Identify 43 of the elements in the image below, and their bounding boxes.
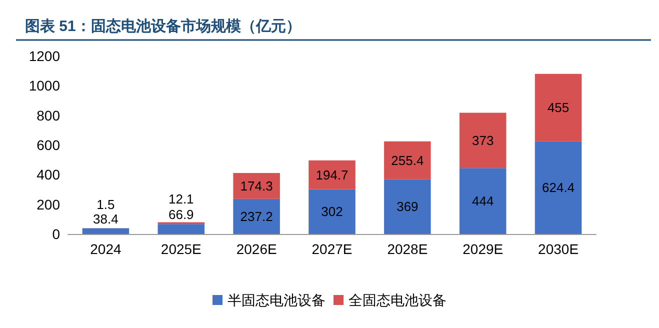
y-tick-label: 800 xyxy=(36,107,60,124)
data-label: 255.4 xyxy=(391,152,424,168)
y-tick-label: 0 xyxy=(52,226,60,242)
data-label: 455 xyxy=(547,100,570,116)
chart-title: 图表 51：固态电池设备市场规模（亿元） xyxy=(25,17,301,35)
data-label: 66.9 xyxy=(168,207,194,222)
bar xyxy=(384,179,431,234)
x-tick-label: 2024 xyxy=(90,241,122,257)
legend-label: 半固态电池设备 xyxy=(228,292,326,308)
bar xyxy=(534,141,582,234)
bar xyxy=(384,141,431,180)
data-label: 12.1 xyxy=(168,191,194,206)
data-label: 302 xyxy=(321,204,343,220)
data-label: 444 xyxy=(472,194,494,209)
data-label: 369 xyxy=(396,199,418,214)
data-label: 237.2 xyxy=(240,208,273,224)
x-tick-label: 2029E xyxy=(462,241,504,257)
data-label: 1.5 xyxy=(96,197,115,212)
data-label: 194.7 xyxy=(316,167,348,182)
data-label: 174.3 xyxy=(240,178,273,194)
y-tick-label: 1200 xyxy=(28,48,60,64)
data-label: 624.4 xyxy=(542,180,575,196)
y-tick-label: 600 xyxy=(36,137,60,153)
bar xyxy=(534,74,582,142)
x-tick-label: 2030E xyxy=(538,241,579,257)
bar xyxy=(308,189,356,234)
bar xyxy=(308,160,356,190)
bar xyxy=(233,172,280,199)
bar xyxy=(233,198,280,234)
bar xyxy=(158,224,205,234)
x-tick-label: 2025E xyxy=(160,241,202,257)
x-tick-label: 2026E xyxy=(236,241,277,257)
x-tick-label: 2027E xyxy=(312,241,352,257)
bar xyxy=(459,168,506,234)
data-label: 373 xyxy=(472,132,494,148)
y-tick-label: 400 xyxy=(36,166,60,183)
bar xyxy=(82,228,130,234)
bar xyxy=(459,112,506,168)
data-label: 38.4 xyxy=(93,211,118,226)
legend-label: 全固态电池设备 xyxy=(348,292,446,308)
x-tick-label: 2028E xyxy=(387,241,428,257)
y-tick-label: 1000 xyxy=(28,78,60,94)
y-tick-label: 200 xyxy=(36,196,60,212)
